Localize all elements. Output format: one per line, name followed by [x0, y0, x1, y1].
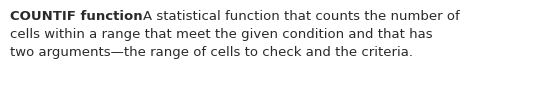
Text: COUNTIF function: COUNTIF function	[10, 10, 143, 23]
Text: A statistical function that counts the number of: A statistical function that counts the n…	[143, 10, 459, 23]
Text: cells within a range that meet the given condition and that has: cells within a range that meet the given…	[10, 28, 432, 41]
Text: two arguments—the range of cells to check and the criteria.: two arguments—the range of cells to chec…	[10, 46, 413, 59]
